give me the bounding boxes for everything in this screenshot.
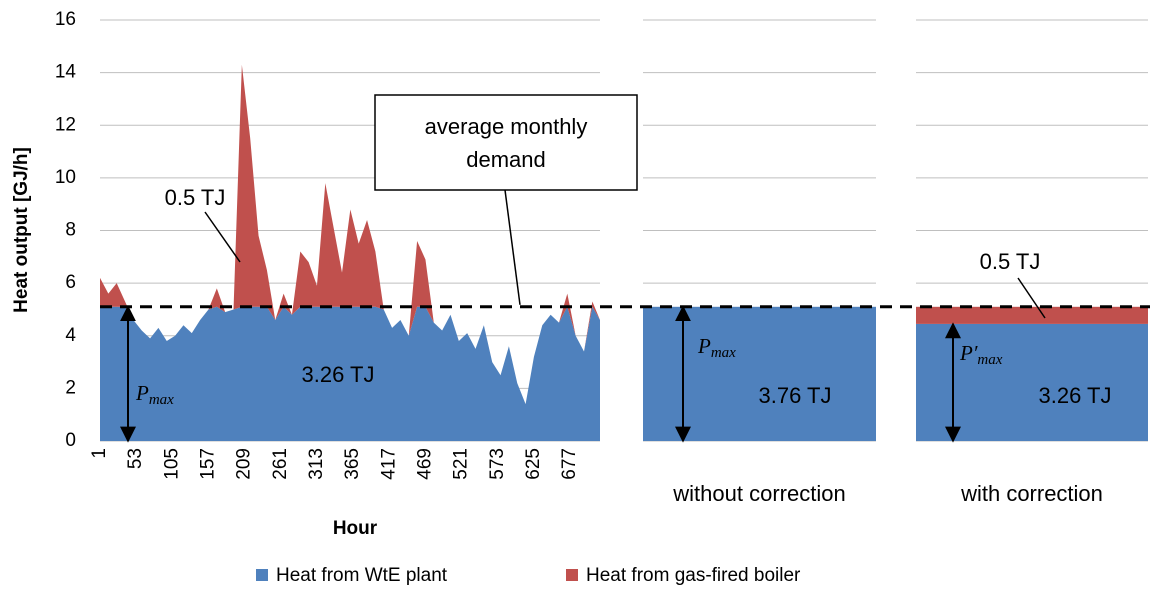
y-axis-label: Heat output [GJ/h] [11, 147, 32, 313]
x-tick-label: 53 [125, 448, 146, 469]
value-label: 3.76 TJ [759, 383, 832, 408]
p-base: P [135, 381, 149, 405]
y-tick-label: 16 [55, 9, 76, 30]
legend-swatch [566, 569, 578, 581]
y-tick-label: 6 [65, 272, 76, 293]
p-label: Pmax [697, 334, 736, 362]
y-tick-label: 14 [55, 62, 77, 83]
x-tick-label: 417 [378, 448, 399, 480]
area [100, 64, 600, 405]
x-tick-label: 209 [234, 448, 255, 480]
x-tick-label: 261 [270, 448, 291, 480]
p-sub: max [711, 345, 736, 361]
bar [643, 306, 876, 441]
panel-label: without correction [672, 481, 845, 506]
y-tick-label: 8 [65, 220, 76, 241]
bar [916, 323, 1148, 441]
value-label: 0.5 TJ [980, 249, 1041, 274]
annotation: 0.5 TJ [165, 185, 226, 210]
x-tick-label: 573 [487, 448, 508, 480]
y-tick-label: 0 [65, 430, 76, 451]
p-label: P′max [959, 341, 1003, 369]
leader-line [204, 211, 241, 263]
x-tick-label: 625 [523, 448, 544, 480]
y-tick-label: 4 [65, 325, 76, 346]
p-label: Pmax [135, 381, 174, 409]
x-tick-label: 677 [559, 448, 580, 480]
value-label: 3.26 TJ [1039, 383, 1112, 408]
y-tick-label: 2 [65, 377, 76, 398]
panel-label: with correction [960, 481, 1103, 506]
annotation: 3.26 TJ [302, 362, 375, 387]
legend-label: Heat from WtE plant [276, 565, 448, 586]
x-tick-label: 313 [306, 448, 327, 480]
x-tick-label: 365 [342, 448, 363, 480]
legend-swatch [256, 569, 268, 581]
p-sub: max [977, 352, 1002, 368]
annotation: average monthly [425, 114, 588, 139]
x-tick-label: 157 [197, 448, 218, 480]
leader-line [1017, 277, 1046, 319]
leader-line [504, 189, 521, 305]
bar [916, 306, 1148, 324]
annotation-box [374, 94, 638, 191]
x-tick-label: 469 [414, 448, 435, 480]
annotation: demand [466, 147, 546, 172]
p-sub: max [149, 392, 174, 408]
p-base: P′ [959, 341, 978, 365]
y-tick-label: 10 [55, 167, 76, 188]
x-axis-label: Hour [333, 518, 378, 539]
x-tick-label: 105 [161, 448, 182, 480]
y-tick-label: 12 [55, 114, 76, 135]
legend-label: Heat from gas-fired boiler [586, 565, 801, 586]
area [100, 306, 600, 441]
p-base: P [697, 334, 711, 358]
x-tick-label: 521 [451, 448, 472, 480]
x-tick-label: 1 [89, 448, 110, 459]
